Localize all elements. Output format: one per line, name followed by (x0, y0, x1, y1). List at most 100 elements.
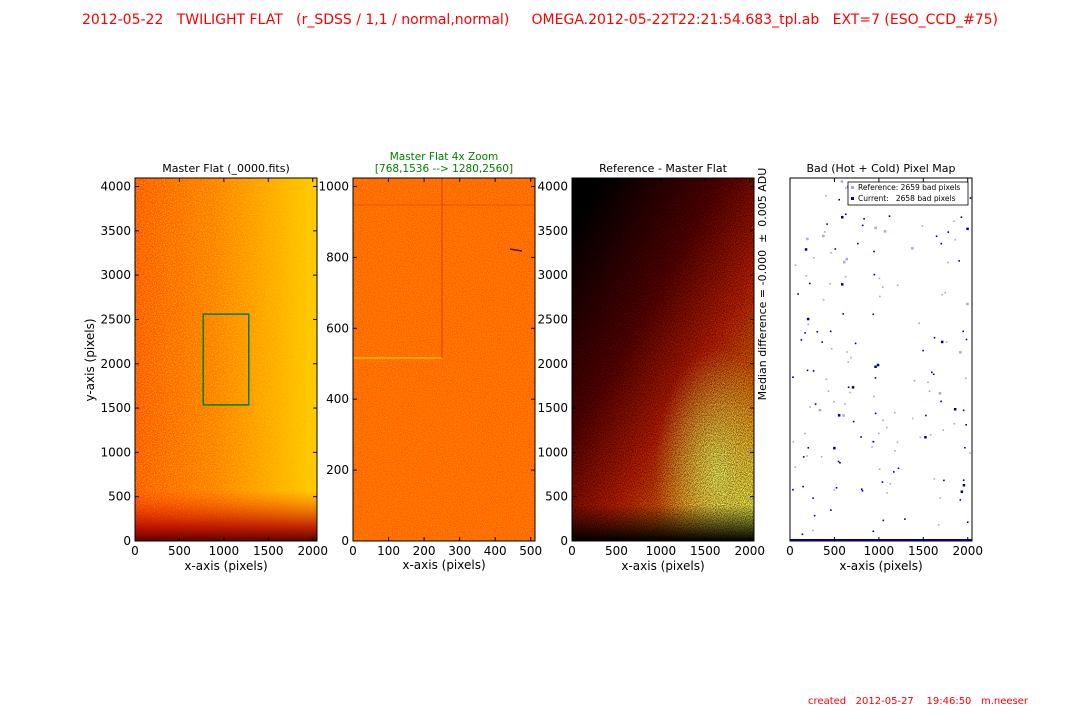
bad-pixel-point (807, 323, 809, 326)
bad-pixel-point (809, 282, 811, 285)
xtick-label: 200 (413, 544, 436, 558)
bad-pixel-point (931, 371, 933, 374)
bad-pixel-point (944, 291, 946, 294)
xtick-label: 1000 (864, 544, 895, 558)
bad-pixel-point (947, 231, 950, 233)
bad-pixel-point (913, 379, 916, 382)
bad-pixel-point (965, 424, 967, 426)
xtick-label: 0 (568, 544, 576, 558)
ytick-label: 2000 (537, 357, 568, 371)
bad-pixel-point (871, 440, 874, 443)
bad-pixel-point (935, 235, 938, 238)
bad-pixel-point (966, 302, 969, 306)
bad-pixel-point (938, 392, 942, 395)
bad-pixel-point (962, 479, 965, 481)
bad-pixel-point (886, 426, 888, 429)
bad-pixel-point (896, 284, 899, 287)
bad-pixel-point (804, 248, 808, 251)
bad-pixel-point (924, 436, 927, 439)
bad-pixel-point (860, 488, 863, 490)
bad-pixel-point (818, 408, 822, 412)
master-flat-frame (134, 177, 318, 542)
bad-pixel-point (945, 341, 948, 343)
bad-pixel-point (825, 378, 828, 381)
bad-pixel-point (964, 446, 966, 449)
bad-pixel-point (947, 261, 949, 264)
bad-pixel-point (878, 468, 881, 470)
bad-pixel-point (960, 490, 964, 493)
bad-pixel-point (962, 484, 966, 487)
bad-pixel-point (813, 257, 815, 259)
bad-pixel-point (954, 238, 957, 241)
bad-pixel-point (962, 409, 965, 412)
bad-pixel-point (807, 447, 810, 449)
bad-pixel-point (806, 237, 809, 241)
bad-pixel-point (813, 514, 816, 517)
xtick-label: 2000 (297, 544, 328, 558)
ytick-label: 4000 (100, 180, 131, 194)
xtick-label: 0 (131, 544, 139, 558)
xtick-label: 500 (605, 544, 628, 558)
bad-pixel-point (965, 338, 968, 341)
bad-pixel-point (874, 377, 877, 379)
zoom-region-box (202, 313, 250, 406)
bad-pixel-point (826, 223, 828, 225)
ytick-label: 1500 (100, 401, 131, 415)
ytick-label: 0 (560, 534, 568, 548)
xtick-label: 1000 (209, 544, 240, 558)
bad-pixel-point (959, 499, 962, 501)
zoom-title-line2: [768,1536 --> 1280,2560] (375, 163, 513, 175)
bad-pixel-point (872, 530, 875, 533)
bad-pixel-point (953, 220, 955, 222)
bad-pixel-point (802, 456, 805, 458)
master-flat-image (135, 178, 317, 541)
bad-pixel-point (806, 369, 809, 372)
bad-pixel-point (939, 497, 941, 499)
bad-pixel-point (966, 227, 969, 231)
bad-pixel-point (829, 283, 831, 285)
bad-pixel-point (814, 403, 817, 405)
ytick-label: 600 (326, 321, 349, 335)
bad-pixel-point (844, 275, 847, 278)
bad-pixel-point (852, 420, 855, 423)
bad-pixel-title: Bad (Hot + Cold) Pixel Map (807, 162, 956, 175)
bad-pixel-points (792, 180, 972, 536)
bad-pixel-point (854, 342, 857, 345)
bad-pixel-point (857, 242, 859, 245)
ytick-label: 2500 (100, 312, 131, 326)
ytick-label: 3500 (537, 224, 568, 238)
bad-pixel-point (804, 332, 806, 334)
xtick-label: 500 (519, 544, 542, 558)
bad-pixel-point (846, 351, 848, 353)
bad-pixel-point (812, 497, 814, 499)
zoom-title-line1: Master Flat 4x Zoom (390, 151, 499, 163)
bad-pixel-point (851, 386, 855, 389)
xtick-label: 500 (168, 544, 191, 558)
bad-pixel-point (833, 446, 836, 450)
bad-pixel-point (928, 390, 931, 392)
bad-pixel-point (929, 434, 932, 436)
ytick-label: 1000 (318, 180, 349, 194)
bad-pixel-point (806, 455, 808, 457)
bad-pixel-point (833, 489, 836, 491)
bad-pixel-point (792, 441, 795, 443)
bad-pixel-point (834, 248, 837, 250)
bad-pixel-point (827, 390, 830, 392)
bad-pixel-point (842, 414, 845, 417)
bad-pixel-point (874, 226, 877, 230)
ytick-label: 1000 (537, 445, 568, 459)
bad-pixel-point (893, 471, 895, 473)
bad-pixel-point (802, 485, 804, 488)
bad-pixel-point (794, 466, 796, 468)
bad-pixel-point (933, 336, 936, 339)
difference-median-label: Median difference = -0.000 ± 0.005 ADU (756, 168, 769, 401)
bad-pixel-point (962, 330, 964, 333)
xtick-label: 400 (484, 544, 507, 558)
bad-pixel-point (953, 422, 956, 425)
bad-pixel-point (841, 283, 844, 286)
bad-pixel-point (844, 403, 846, 405)
bad-pixel-point (841, 216, 844, 219)
xtick-label: 2000 (734, 544, 765, 558)
bad-pixel-point (879, 295, 881, 298)
master-flat-xlabel: x-axis (pixels) (184, 559, 267, 573)
